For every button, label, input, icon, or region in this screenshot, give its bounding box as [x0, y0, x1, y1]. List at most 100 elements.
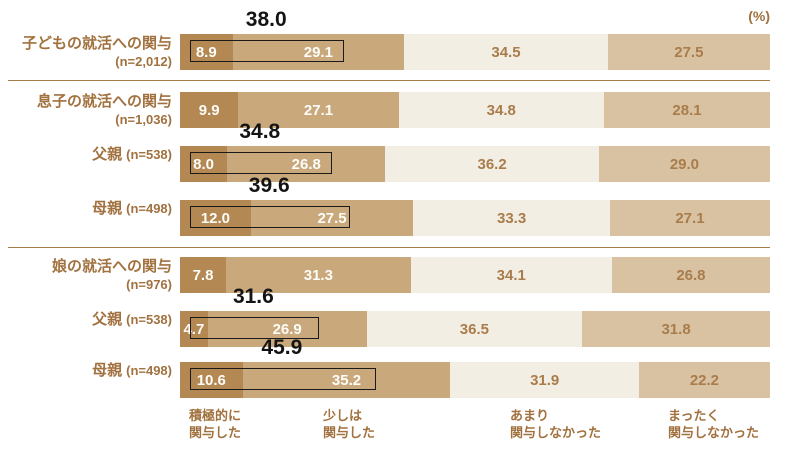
- row-title: 父親: [92, 146, 123, 163]
- row-n-label: (n=538): [126, 147, 172, 162]
- highlight-box: [190, 152, 332, 174]
- stacked-bar: 4.7 26.9 36.5 31.8 31.6: [180, 285, 770, 347]
- highlight-total-label: 34.8: [239, 120, 281, 143]
- bar-segment-3: 36.2: [385, 146, 599, 182]
- segment-value: 27.5: [317, 209, 347, 227]
- legend-item-1: 積極的に 関与した: [189, 407, 241, 441]
- row-title: 息子の就活への関与: [36, 92, 172, 110]
- segment-value: 31.3: [303, 266, 333, 284]
- stacked-bar: 9.9 27.1 34.8 28.1: [180, 92, 770, 128]
- segment-value: 29.1: [303, 43, 333, 61]
- row-label: 母親 (n=498): [0, 362, 172, 398]
- bar-segment-3: 36.5: [366, 311, 583, 347]
- bar-segment-4: 28.1: [604, 92, 770, 128]
- bar-segment-4: 27.1: [609, 200, 770, 236]
- row-n-label: (n=538): [126, 312, 172, 327]
- segment-value: 34.1: [496, 266, 526, 284]
- row-n-label: (n=498): [126, 363, 172, 378]
- bar-segment-4: 26.8: [611, 257, 770, 293]
- highlight-total-label: 39.6: [248, 174, 290, 197]
- bar-segment-3: 34.8: [398, 92, 605, 128]
- bar-segment-3: 31.9: [450, 362, 639, 398]
- row-label: 父親 (n=538): [0, 311, 172, 347]
- segment-value: 27.1: [675, 209, 705, 227]
- segment-value: 26.9: [272, 320, 302, 338]
- legend-line-1: 積極的に: [189, 408, 242, 423]
- segment-value: 9.9: [198, 101, 220, 119]
- separator-line: [8, 80, 770, 81]
- bar-segment-3: 33.3: [413, 200, 610, 236]
- segment-value: 28.1: [672, 101, 702, 119]
- legend-line-2: 関与した: [189, 425, 242, 440]
- percent-unit-label: (%): [748, 8, 770, 24]
- bar-segment-4: 22.2: [638, 362, 770, 398]
- segment-value: 34.5: [491, 43, 521, 61]
- segment-value: 8.0: [193, 155, 215, 173]
- segment-value: 31.8: [661, 320, 691, 338]
- segment-value: 26.8: [676, 266, 706, 284]
- bar-segment-3: 34.1: [410, 257, 612, 293]
- row-title: 娘の就活への関与: [51, 257, 172, 275]
- row-title: 父親: [92, 311, 123, 328]
- highlight-box: [190, 368, 376, 390]
- segment-value: 4.7: [183, 320, 205, 338]
- bar-segment-4: 31.8: [582, 311, 770, 347]
- highlight-box: [190, 206, 351, 228]
- segment-value: 22.2: [689, 371, 720, 389]
- bar-segment-1: 7.8: [180, 257, 227, 293]
- segment-value: 27.5: [674, 43, 704, 61]
- segment-value: 35.2: [331, 371, 362, 389]
- segment-value: 12.0: [200, 209, 231, 227]
- segment-value: 29.0: [669, 155, 700, 173]
- legend-line-2: 関与しなかった: [510, 425, 602, 440]
- highlight-total-label: 38.0: [245, 8, 287, 31]
- stacked-bar: 8.9 29.1 34.5 27.5 38.0: [180, 8, 770, 70]
- legend-line-1: まったく: [668, 408, 720, 423]
- highlight-total-label: 31.6: [232, 285, 274, 308]
- segment-value: 36.2: [477, 155, 507, 173]
- row-n-label: (n=976): [126, 276, 172, 292]
- bar-segment-3: 34.5: [404, 34, 608, 70]
- segment-value: 26.8: [291, 155, 321, 173]
- row-title: 母親: [92, 200, 123, 217]
- stacked-bar: 8.0 26.8 36.2 29.0 34.8: [180, 120, 770, 182]
- stacked-bar: 7.8 31.3 34.1 26.8: [180, 257, 770, 293]
- segment-value: 31.9: [530, 371, 560, 389]
- row-label: 子どもの就活への関与 (n=2,012): [0, 34, 172, 70]
- segment-value: 33.3: [496, 209, 527, 227]
- legend-line-1: 少しは: [323, 408, 363, 423]
- segment-value: 36.5: [459, 320, 489, 338]
- legend-line-2: 関与した: [323, 425, 376, 440]
- row-label: 息子の就活への関与 (n=1,036): [0, 92, 172, 128]
- segment-value: 10.6: [196, 371, 226, 389]
- row-label: 母親 (n=498): [0, 200, 172, 236]
- bar-segment-4: 27.5: [607, 34, 770, 70]
- bar-segment-4: 29.0: [598, 146, 770, 182]
- row-title: 子どもの就活への関与: [21, 34, 172, 52]
- highlight-total-label: 45.9: [261, 336, 303, 359]
- row-n-label: (n=2,012): [115, 53, 172, 69]
- row-label: 父親 (n=538): [0, 146, 172, 182]
- row-title: 母親: [92, 362, 123, 379]
- bar-segment-1: 9.9: [180, 92, 239, 128]
- legend-item-3: あまり関与しなかった: [510, 407, 601, 441]
- stacked-bar: 12.0 27.5 33.3 27.1 39.6: [180, 174, 770, 236]
- segment-value: 34.8: [486, 101, 516, 119]
- bar-segment-2: 27.1: [238, 92, 399, 128]
- legend-line-2: 関与しなかった: [668, 425, 760, 440]
- row-n-label: (n=1,036): [115, 111, 172, 127]
- highlight-box: [190, 317, 319, 339]
- legend-item-4: まったく関与しなかった: [668, 407, 759, 441]
- segment-value: 8.9: [195, 43, 217, 61]
- segment-value: 7.8: [192, 266, 214, 284]
- segment-value: 27.1: [303, 101, 334, 119]
- separator-line: [8, 247, 770, 248]
- bar-segment-2: 31.3: [226, 257, 411, 293]
- legend-item-2: 少しは 関与した: [323, 407, 375, 441]
- stacked-bar: 10.6 35.2 31.9 22.2 45.9: [180, 336, 770, 398]
- highlight-box: [190, 40, 345, 62]
- row-label: 娘の就活への関与 (n=976): [0, 257, 172, 293]
- row-n-label: (n=498): [126, 201, 172, 216]
- legend-line-1: あまり: [510, 408, 550, 423]
